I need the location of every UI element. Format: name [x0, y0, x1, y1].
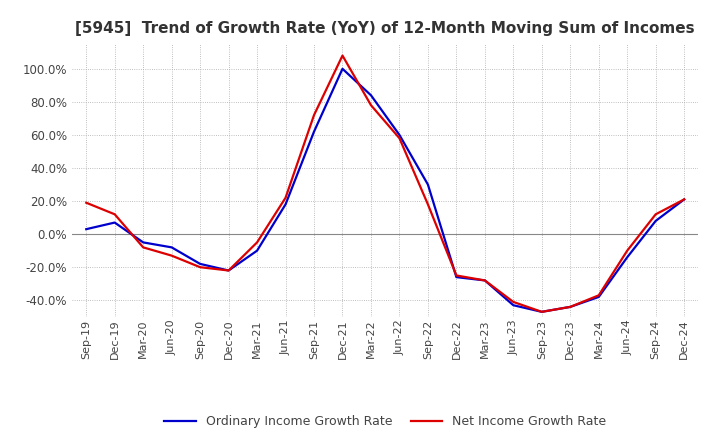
Ordinary Income Growth Rate — [196, 261, 204, 267]
Net Income Growth Rate — [139, 245, 148, 250]
Net Income Growth Rate — [338, 53, 347, 58]
Net Income Growth Rate — [110, 212, 119, 217]
Line: Ordinary Income Growth Rate: Ordinary Income Growth Rate — [86, 69, 684, 312]
Ordinary Income Growth Rate — [110, 220, 119, 225]
Net Income Growth Rate — [366, 103, 375, 108]
Net Income Growth Rate — [310, 113, 318, 118]
Net Income Growth Rate — [395, 136, 404, 141]
Ordinary Income Growth Rate — [82, 227, 91, 232]
Net Income Growth Rate — [623, 248, 631, 253]
Net Income Growth Rate — [167, 253, 176, 258]
Ordinary Income Growth Rate — [338, 66, 347, 71]
Ordinary Income Growth Rate — [566, 304, 575, 309]
Ordinary Income Growth Rate — [595, 294, 603, 300]
Line: Net Income Growth Rate: Net Income Growth Rate — [86, 55, 684, 312]
Net Income Growth Rate — [595, 293, 603, 298]
Net Income Growth Rate — [480, 278, 489, 283]
Legend: Ordinary Income Growth Rate, Net Income Growth Rate: Ordinary Income Growth Rate, Net Income … — [159, 411, 611, 433]
Ordinary Income Growth Rate — [253, 248, 261, 253]
Ordinary Income Growth Rate — [480, 278, 489, 283]
Ordinary Income Growth Rate — [680, 197, 688, 202]
Net Income Growth Rate — [652, 212, 660, 217]
Ordinary Income Growth Rate — [652, 218, 660, 224]
Ordinary Income Growth Rate — [310, 129, 318, 134]
Ordinary Income Growth Rate — [395, 132, 404, 138]
Title: [5945]  Trend of Growth Rate (YoY) of 12-Month Moving Sum of Incomes: [5945] Trend of Growth Rate (YoY) of 12-… — [76, 21, 695, 36]
Ordinary Income Growth Rate — [282, 202, 290, 207]
Net Income Growth Rate — [253, 240, 261, 245]
Net Income Growth Rate — [452, 273, 461, 278]
Net Income Growth Rate — [196, 264, 204, 270]
Ordinary Income Growth Rate — [423, 182, 432, 187]
Ordinary Income Growth Rate — [537, 309, 546, 315]
Net Income Growth Rate — [423, 202, 432, 207]
Ordinary Income Growth Rate — [509, 303, 518, 308]
Net Income Growth Rate — [509, 299, 518, 304]
Ordinary Income Growth Rate — [167, 245, 176, 250]
Net Income Growth Rate — [566, 304, 575, 309]
Net Income Growth Rate — [537, 309, 546, 315]
Net Income Growth Rate — [282, 195, 290, 200]
Ordinary Income Growth Rate — [452, 275, 461, 280]
Ordinary Income Growth Rate — [139, 240, 148, 245]
Net Income Growth Rate — [225, 268, 233, 273]
Net Income Growth Rate — [680, 197, 688, 202]
Ordinary Income Growth Rate — [623, 255, 631, 260]
Ordinary Income Growth Rate — [366, 92, 375, 98]
Net Income Growth Rate — [82, 200, 91, 205]
Ordinary Income Growth Rate — [225, 268, 233, 273]
